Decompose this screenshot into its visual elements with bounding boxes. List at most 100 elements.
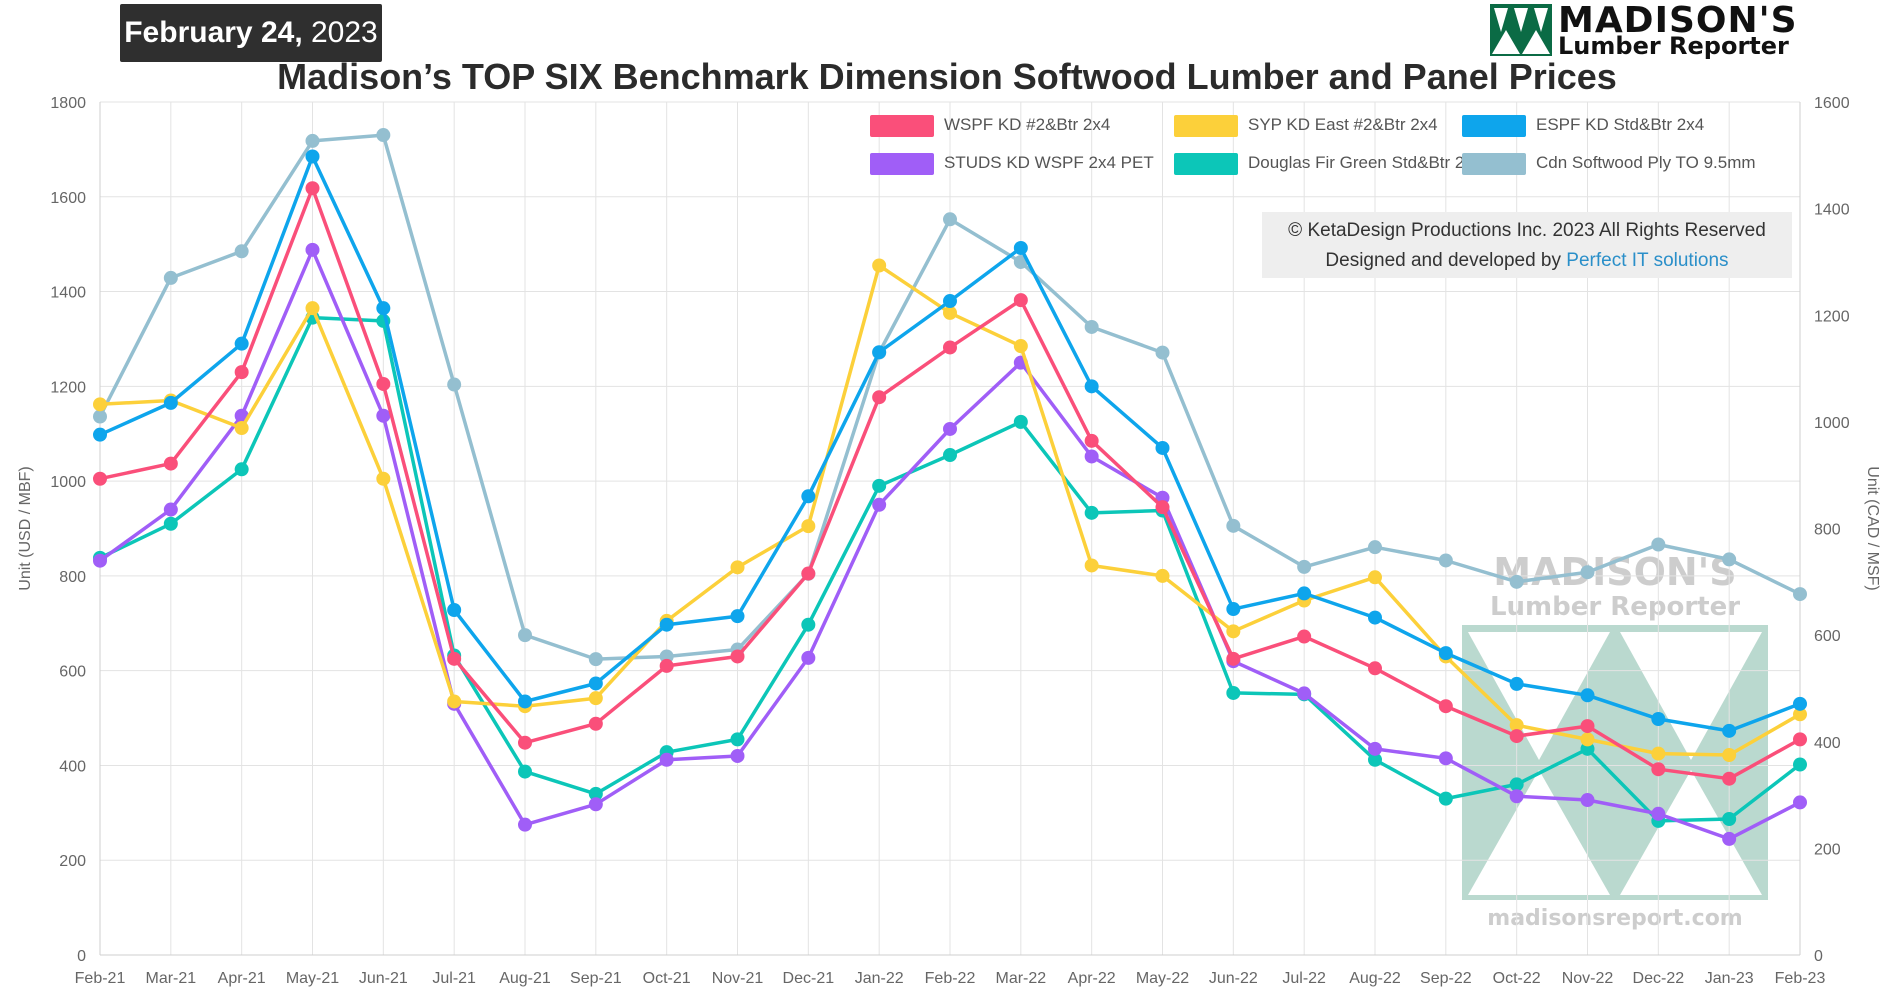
data-point-studs-kd-wspf-2x4-pet [1368,741,1382,756]
data-point-cdn-softwood-ply-to-9-5mm [1226,518,1241,533]
data-point-espf-kd-std-btr-2x4 [1013,240,1028,255]
x-tick-label: Aug-21 [499,970,551,987]
credit-prefix: Designed and developed by [1325,250,1567,271]
data-point-espf-kd-std-btr-2x4 [1226,602,1241,617]
data-point-studs-kd-wspf-2x4-pet [730,748,745,763]
x-tick-label: Sep-22 [1420,970,1472,987]
data-point-syp-kd-east-2-btr-2x4 [872,258,887,273]
x-tick-label: May-22 [1136,970,1189,987]
data-point-syp-kd-east-2-btr-2x4 [730,560,745,575]
y2-axis-title: Unit (CAD / MSF) [1864,466,1881,590]
watermark-title: MADISON'S [1493,550,1736,594]
data-point-douglas-fir-green-std-btr-2x4 [730,732,745,747]
data-point-douglas-fir-green-std-btr-2x4 [1084,505,1099,520]
data-point-studs-kd-wspf-2x4-pet [1084,449,1099,464]
x-tick-label: Feb-23 [1775,970,1826,987]
data-point-espf-kd-std-btr-2x4 [730,609,745,624]
date-text: February 24, [124,16,303,49]
legend-swatch [870,115,934,137]
legend-swatch [870,153,934,175]
data-point-cdn-softwood-ply-to-9-5mm [518,628,532,643]
data-point-studs-kd-wspf-2x4-pet [1722,831,1737,846]
legend-label: SYP KD East #2&Btr 2x4 [1248,115,1438,134]
data-point-wspf-kd-2-btr-2x4 [93,471,107,486]
x-tick-label: Feb-22 [925,970,976,987]
watermark-triangle [1620,632,1762,760]
data-point-wspf-kd-2-btr-2x4 [305,181,320,196]
data-point-syp-kd-east-2-btr-2x4 [801,519,816,534]
data-point-wspf-kd-2-btr-2x4 [1722,771,1737,786]
y2-tick-label: 600 [1814,628,1841,645]
data-point-wspf-kd-2-btr-2x4 [1509,729,1524,744]
logo-subtitle: Lumber Reporter [1558,32,1789,60]
data-point-studs-kd-wspf-2x4-pet [659,752,674,767]
data-point-studs-kd-wspf-2x4-pet [1297,686,1312,701]
x-tick-label: Jul-21 [432,970,476,987]
data-point-espf-kd-std-btr-2x4 [801,489,816,504]
data-point-wspf-kd-2-btr-2x4 [518,735,532,750]
chart-legend: WSPF KD #2&Btr 2x4 SYP KD East #2&Btr 2x… [870,112,1800,182]
data-point-cdn-softwood-ply-to-9-5mm [1155,345,1170,360]
data-point-wspf-kd-2-btr-2x4 [1438,699,1453,714]
data-point-studs-kd-wspf-2x4-pet [801,650,816,665]
y2-tick-label: 1000 [1814,415,1850,432]
data-point-syp-kd-east-2-btr-2x4 [1509,718,1524,733]
data-point-espf-kd-std-btr-2x4 [518,694,532,709]
data-point-douglas-fir-green-std-btr-2x4 [872,478,887,493]
data-point-espf-kd-std-btr-2x4 [305,149,320,164]
data-point-studs-kd-wspf-2x4-pet [1580,793,1595,808]
y-tick-label: 600 [59,664,86,681]
data-point-espf-kd-std-btr-2x4 [93,427,107,442]
data-point-douglas-fir-green-std-btr-2x4 [943,448,957,463]
data-point-studs-kd-wspf-2x4-pet [588,797,603,812]
x-tick-label: Dec-21 [783,970,835,987]
data-point-studs-kd-wspf-2x4-pet [376,408,391,423]
logo-title: MADISON'S [1558,0,1798,41]
data-point-syp-kd-east-2-btr-2x4 [1013,339,1028,354]
x-tick-label: Jun-21 [359,970,408,987]
data-point-cdn-softwood-ply-to-9-5mm [1297,559,1312,574]
data-point-wspf-kd-2-btr-2x4 [588,716,603,731]
data-point-espf-kd-std-btr-2x4 [1368,610,1382,625]
y-tick-label: 1000 [50,474,86,491]
data-point-syp-kd-east-2-btr-2x4 [93,397,107,412]
data-point-cdn-softwood-ply-to-9-5mm [1580,565,1595,580]
data-point-espf-kd-std-btr-2x4 [1155,440,1170,455]
data-point-espf-kd-std-btr-2x4 [1651,712,1666,727]
x-tick-label: Jun-22 [1209,970,1258,987]
data-point-cdn-softwood-ply-to-9-5mm [376,128,391,143]
y2-tick-label: 1200 [1814,308,1850,325]
data-point-espf-kd-std-btr-2x4 [447,603,462,618]
legend-swatch [1174,153,1238,175]
y-tick-label: 1800 [50,95,86,112]
x-tick-label: Aug-22 [1349,970,1401,987]
data-point-studs-kd-wspf-2x4-pet [872,497,887,512]
data-point-wspf-kd-2-btr-2x4 [943,340,957,355]
credit-link[interactable]: Perfect IT solutions [1566,250,1729,271]
x-tick-label: Jan-22 [855,970,904,987]
data-point-douglas-fir-green-std-btr-2x4 [1226,685,1241,700]
data-point-espf-kd-std-btr-2x4 [943,294,957,309]
data-point-espf-kd-std-btr-2x4 [1793,696,1807,711]
data-point-syp-kd-east-2-btr-2x4 [234,421,249,436]
copyright-line: © KetaDesign Productions Inc. 2023 All R… [1288,220,1766,241]
x-tick-label: Feb-21 [75,970,126,987]
y-tick-label: 0 [77,948,86,965]
data-point-studs-kd-wspf-2x4-pet [305,242,320,257]
data-point-cdn-softwood-ply-to-9-5mm [93,409,107,424]
data-point-wspf-kd-2-btr-2x4 [730,649,745,664]
data-point-wspf-kd-2-btr-2x4 [1580,719,1595,734]
data-point-syp-kd-east-2-btr-2x4 [1226,624,1241,639]
data-point-espf-kd-std-btr-2x4 [659,617,674,632]
y-tick-label: 200 [59,853,86,870]
chart-title: Madison’s TOP SIX Benchmark Dimension So… [277,56,1617,97]
data-point-syp-kd-east-2-btr-2x4 [1155,568,1170,583]
data-point-cdn-softwood-ply-to-9-5mm [1509,574,1524,589]
data-point-espf-kd-std-btr-2x4 [1509,676,1524,691]
data-point-syp-kd-east-2-btr-2x4 [1580,732,1595,747]
data-point-syp-kd-east-2-btr-2x4 [305,301,320,316]
data-point-espf-kd-std-btr-2x4 [234,336,249,351]
y-tick-label: 1200 [50,379,86,396]
y2-tick-label: 0 [1814,948,1823,965]
y2-tick-label: 1400 [1814,202,1850,219]
